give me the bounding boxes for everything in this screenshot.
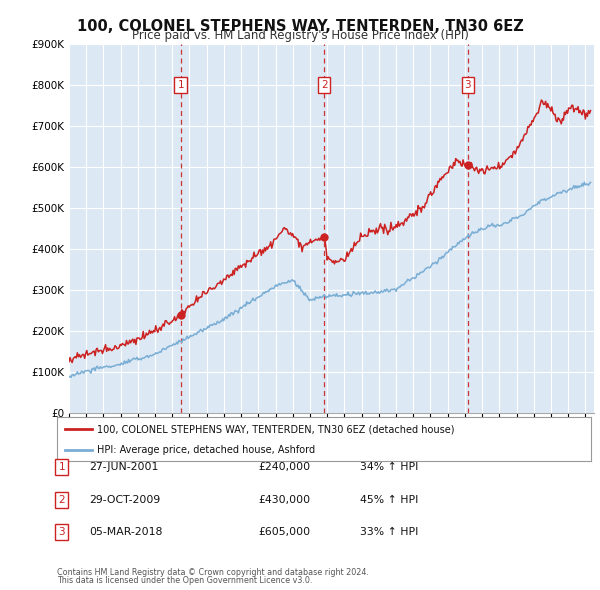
Text: £605,000: £605,000 bbox=[258, 527, 310, 537]
Text: £430,000: £430,000 bbox=[258, 495, 310, 504]
Text: 2: 2 bbox=[58, 495, 65, 504]
Text: 100, COLONEL STEPHENS WAY, TENTERDEN, TN30 6EZ (detached house): 100, COLONEL STEPHENS WAY, TENTERDEN, TN… bbox=[97, 424, 455, 434]
Text: 29-OCT-2009: 29-OCT-2009 bbox=[89, 495, 160, 504]
Text: This data is licensed under the Open Government Licence v3.0.: This data is licensed under the Open Gov… bbox=[57, 576, 313, 585]
Text: Price paid vs. HM Land Registry's House Price Index (HPI): Price paid vs. HM Land Registry's House … bbox=[131, 30, 469, 42]
Text: 100, COLONEL STEPHENS WAY, TENTERDEN, TN30 6EZ: 100, COLONEL STEPHENS WAY, TENTERDEN, TN… bbox=[77, 19, 523, 34]
Text: 2: 2 bbox=[321, 80, 328, 90]
Text: 27-JUN-2001: 27-JUN-2001 bbox=[89, 463, 158, 472]
Text: 3: 3 bbox=[58, 527, 65, 537]
Text: 05-MAR-2018: 05-MAR-2018 bbox=[89, 527, 162, 537]
Text: 34% ↑ HPI: 34% ↑ HPI bbox=[360, 463, 418, 472]
Text: 45% ↑ HPI: 45% ↑ HPI bbox=[360, 495, 418, 504]
Text: 1: 1 bbox=[178, 80, 184, 90]
Text: 3: 3 bbox=[464, 80, 471, 90]
Text: 33% ↑ HPI: 33% ↑ HPI bbox=[360, 527, 418, 537]
Text: £240,000: £240,000 bbox=[258, 463, 310, 472]
Text: Contains HM Land Registry data © Crown copyright and database right 2024.: Contains HM Land Registry data © Crown c… bbox=[57, 568, 369, 577]
Text: HPI: Average price, detached house, Ashford: HPI: Average price, detached house, Ashf… bbox=[97, 445, 315, 455]
Text: 1: 1 bbox=[58, 463, 65, 472]
